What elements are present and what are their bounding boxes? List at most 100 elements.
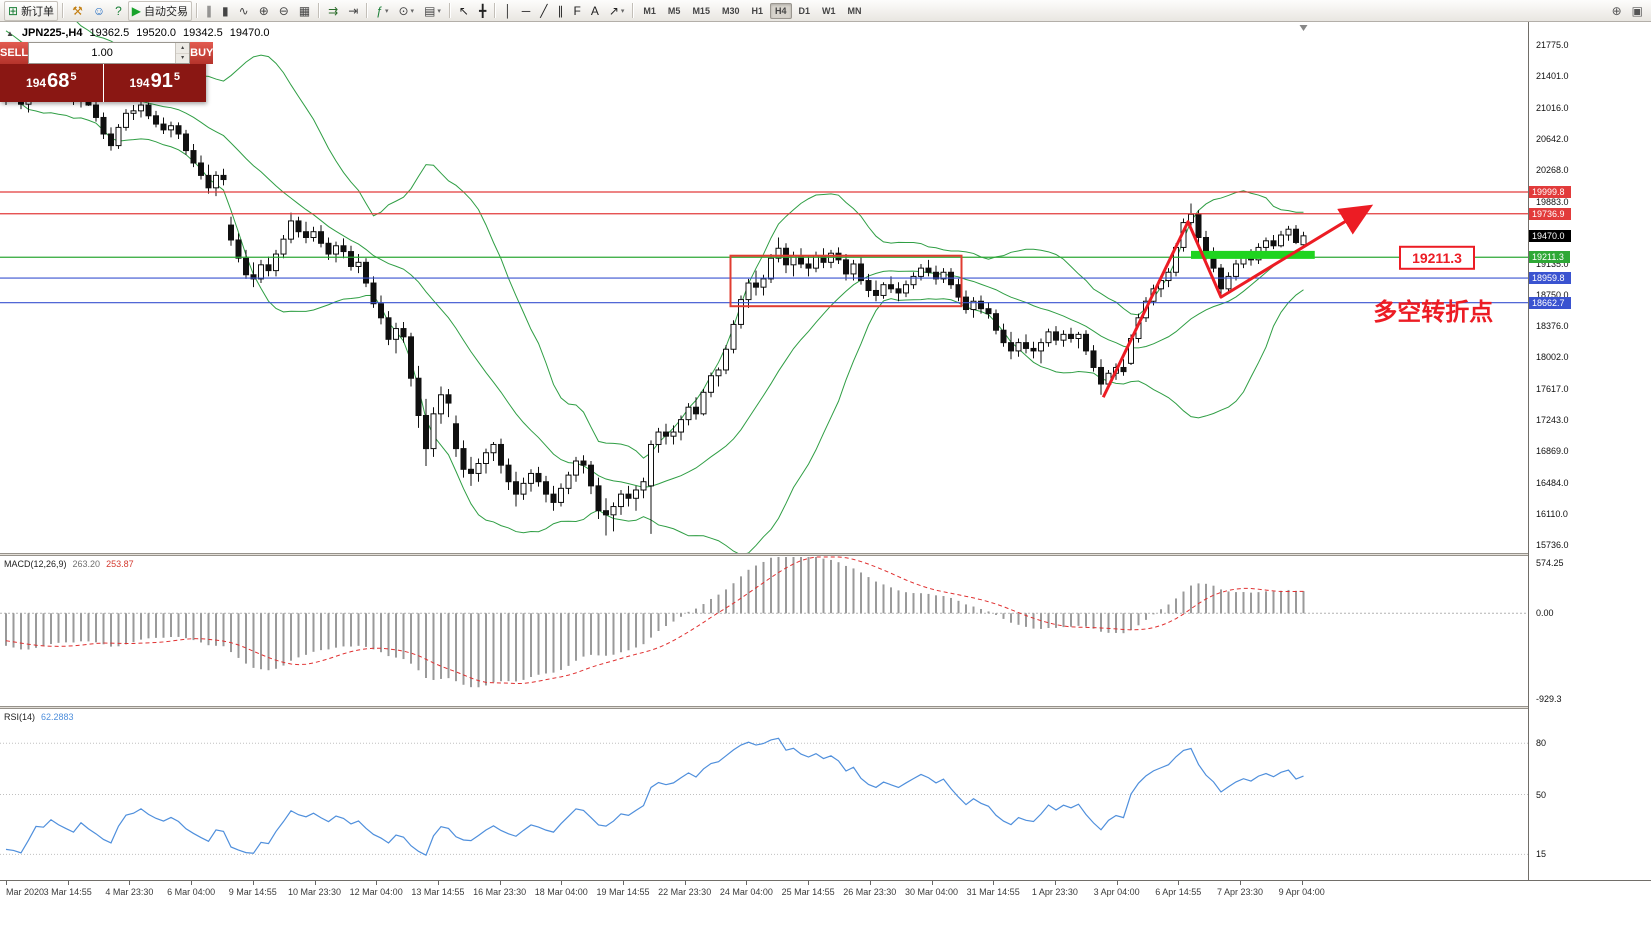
price-digits: 194 [26,76,47,90]
time-label: 24 Mar 04:00 [719,887,773,897]
tile-windows-icon[interactable]: ▦ [295,1,314,21]
time-tick [1054,881,1056,885]
highlight-bar-object[interactable] [1191,250,1315,259]
user-icon[interactable]: ☺ [89,1,109,21]
new-order-button[interactable]: ⊞ 新订单 [4,0,59,21]
horizontal-line-glyph-icon: ─ [521,3,531,18]
toolbar-separator [632,3,635,18]
time-label: 1 Apr 23:30 [1031,887,1078,897]
price-tick-label: 19883.0 [1536,196,1569,207]
sell-price-button[interactable]: 194 68 5 [0,64,103,102]
arrows-button[interactable]: ↗ ▾ [605,1,629,21]
timeframe-m15-button[interactable]: M15 [692,5,710,16]
crosshair-button[interactable]: ╋ [475,1,490,21]
panel-splitter[interactable] [0,706,1651,709]
symbol-search-icon-glyph-icon: ⊕ [1611,3,1622,18]
candlestick-chart-icon[interactable]: ▮ [218,1,233,21]
timeframe-d1-button[interactable]: D1 [798,5,811,16]
window-list-icon[interactable]: ▣ [1628,1,1647,21]
timeframe-w1-button[interactable]: W1 [822,5,836,16]
price-callout-box[interactable] [1399,245,1475,270]
macd-scale-max-label: 574.25 [1536,558,1564,568]
bar-chart-icon-glyph-icon: ∥ [206,3,213,18]
line-chart-icon[interactable]: ∿ [235,1,253,21]
timeframe-m5-button[interactable]: M5 [667,5,681,16]
toolbar-separator [494,3,497,18]
horizontal-line-objects[interactable] [0,191,1528,304]
timeframe-h1-button[interactable]: H1 [751,5,763,16]
time-label: 4 Mar 23:30 [105,887,154,897]
volume-decrease-button[interactable]: ▾ [176,53,190,63]
note-text-object[interactable]: 多空转折点 [1373,298,1493,326]
chart-shift-button[interactable]: ⇥ [344,1,362,21]
chart-objects[interactable]: 19211.3 多空转折点 [729,204,1494,398]
chart-shift-glyph-icon: ⇥ [348,3,359,18]
time-tick [869,881,871,885]
text-button[interactable]: A [587,1,603,21]
horizontal-line-button[interactable]: ─ [518,1,535,21]
vertical-line-glyph-icon: │ [504,3,512,18]
trendline-button[interactable]: ╱ [536,1,551,21]
time-label: 16 Mar 23:30 [473,887,527,897]
cursor-button[interactable]: ↖ [455,1,473,21]
rsi-line [5,737,1304,857]
timeframe-h4-button[interactable]: H4 [769,2,792,19]
trend-arrows-object[interactable] [1101,204,1374,398]
toolbar-separator [196,3,199,18]
templates-button[interactable]: ▤ ▾ [420,1,445,21]
text-glyph-icon: A [590,3,599,18]
vertical-line-button[interactable]: │ [500,1,516,21]
zoom-out-button[interactable]: ⊖ [275,1,293,21]
symbol-search-icon[interactable]: ⊕ [1608,1,1626,21]
timeframe-mn-button[interactable]: MN [847,5,862,16]
timeframe-m30-button[interactable]: M30 [721,5,740,16]
price-axis[interactable]: 21775.0 21401.0 21016.0 20642.0 20268.0 19883… [1528,22,1651,880]
price-callout-text[interactable]: 19211.3 [1412,250,1462,266]
price-line-badge[interactable]: 18959.8 [1529,272,1571,285]
buy-button[interactable]: BUY [190,42,214,64]
macd-signal-line [5,556,1304,685]
auto-scroll-button[interactable]: ⇉ [324,1,342,21]
time-label: 6 Mar 04:00 [167,887,216,897]
bollinger-bands [5,22,1304,553]
candlestick-chart-icon-glyph-icon: ▮ [222,3,229,18]
macd-scale-min-label: -929.3 [1536,694,1562,704]
time-axis[interactable]: Mar 2020 3 Mar 14:55 4 Mar 23:30 6 Mar 04:0… [0,880,1651,949]
price-line-badge[interactable]: 19736.9 [1529,207,1571,220]
symbol-info-bar: ▲ JPN225-,H4 19362.5 19520.0 19342.5 194… [6,27,270,39]
price-line-badge[interactable]: 19999.8 [1529,185,1571,198]
sell-button[interactable]: SELL [0,42,29,64]
periods-button[interactable]: ⊙ ▾ [394,1,418,21]
time-tick [1178,881,1180,885]
zoom-in-button[interactable]: ⊕ [255,1,273,21]
one-click-toggle[interactable]: ▲ [6,28,14,38]
time-label: 13 Mar 14:55 [411,887,465,897]
panel-splitter[interactable] [0,553,1651,556]
price-line-badge[interactable]: 18662.7 [1529,296,1571,309]
rectangle-object[interactable] [729,254,963,308]
fibonacci-button[interactable]: F [569,1,584,21]
indicators-button[interactable]: ƒ ▾ [372,1,392,21]
time-label: 19 Mar 14:55 [596,887,650,897]
time-tick [499,881,501,885]
price-line-badge[interactable]: 19211.3 [1529,251,1570,264]
timeframe-m1-button[interactable]: M1 [643,5,656,16]
time-tick [376,881,378,885]
chart-shift-marker[interactable] [1299,25,1308,31]
macd-panel[interactable] [0,556,1528,706]
volume-input[interactable] [29,43,176,63]
macd-main-value: 263.20 [72,559,101,569]
dropdown-caret-icon: ▾ [437,7,441,15]
tools-icon-glyph-icon: ⚒ [72,3,83,18]
bar-chart-icon[interactable]: ∥ [202,1,216,21]
main-price-chart[interactable]: 19211.3 多空转折点 [0,22,1528,553]
buy-price-button[interactable]: 194 91 5 [103,64,206,102]
tools-icon[interactable]: ⚒ [68,1,87,21]
rsi-panel[interactable] [0,709,1528,880]
volume-increase-button[interactable]: ▴ [176,43,190,54]
help-icon[interactable]: ? [111,1,126,21]
macd-name: MACD(12,26,9) [4,559,67,569]
channel-button[interactable]: ∥ [553,1,567,21]
price-tick-label: 20268.0 [1536,164,1569,175]
autotrading-button[interactable]: ▶ 自动交易 [127,0,193,21]
